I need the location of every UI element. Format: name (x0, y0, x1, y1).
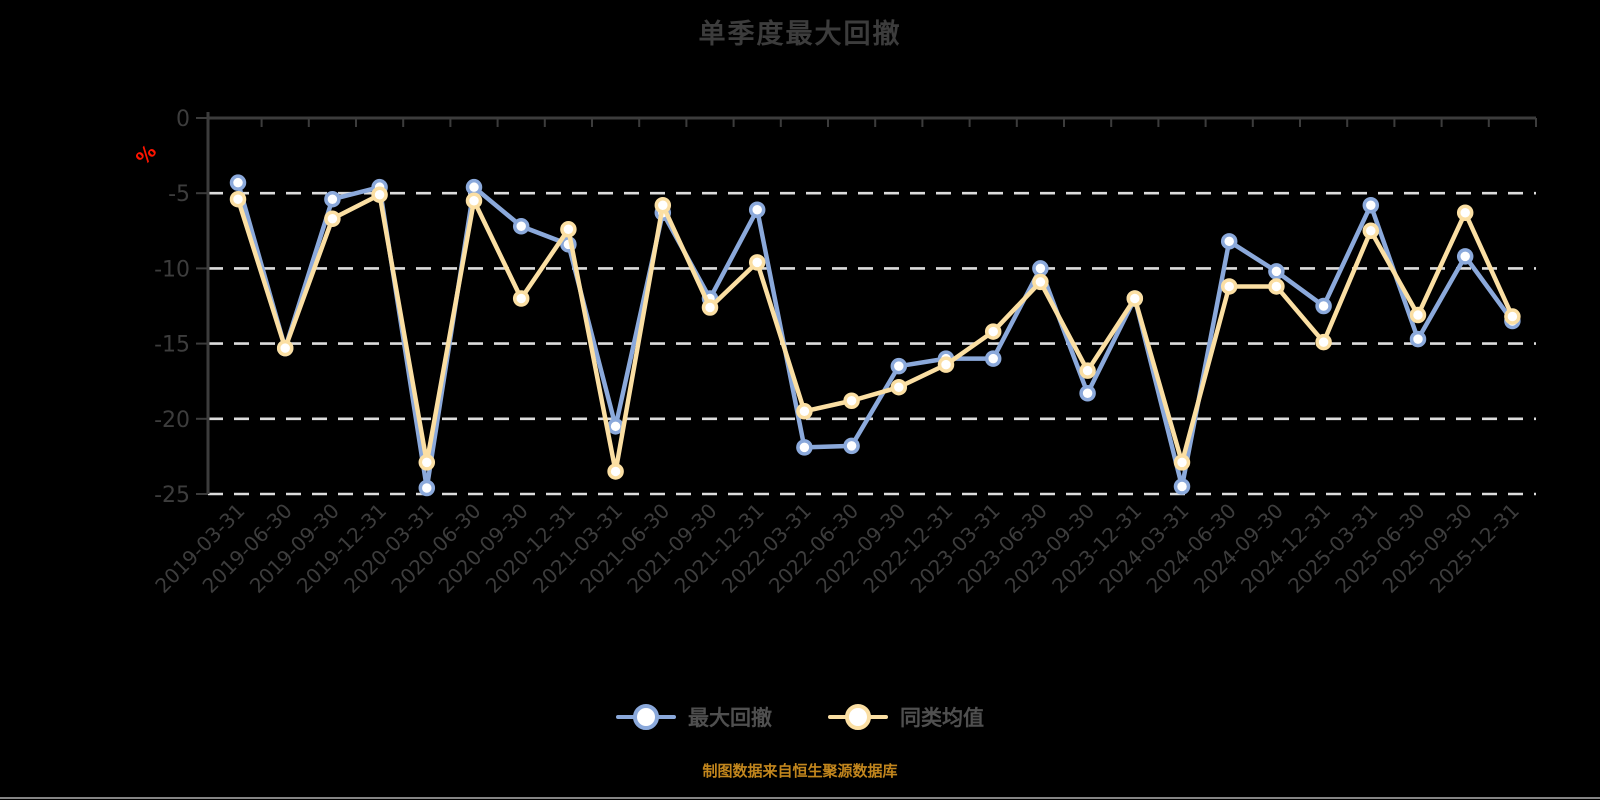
svg-text:-15: -15 (154, 333, 190, 358)
legend-circle-icon (845, 704, 871, 730)
data-source-caption: 制图数据来自恒生聚源数据库 (702, 762, 898, 780)
chart-title: 单季度最大回撤 (698, 19, 902, 50)
svg-text:-5: -5 (168, 182, 190, 207)
legend-label-max-drawdown: 最大回撤 (688, 706, 772, 730)
svg-text:-20: -20 (154, 408, 190, 433)
line-circle-marker-icon (616, 703, 676, 731)
svg-text:-10: -10 (154, 257, 190, 282)
legend-label-category-average: 同类均值 (900, 706, 984, 730)
legend-circle-icon (633, 704, 659, 730)
legend-item-max-drawdown[interactable]: 最大回撤 (616, 702, 772, 732)
legend-item-category-average[interactable]: 同类均值 (828, 702, 984, 732)
bottom-divider (0, 797, 1600, 799)
svg-text:0: 0 (176, 107, 190, 132)
line-circle-marker-icon (828, 703, 888, 731)
svg-text:-25: -25 (154, 483, 190, 508)
quarterly-drawdown-line-chart: 0-5-10-15-20-252019-03-312019-06-302019-… (150, 107, 1537, 598)
chart-legend: 最大回撤 同类均值 (0, 702, 1600, 732)
